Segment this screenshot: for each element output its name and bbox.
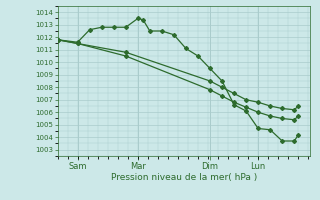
X-axis label: Pression niveau de la mer( hPa ): Pression niveau de la mer( hPa ) — [111, 173, 257, 182]
